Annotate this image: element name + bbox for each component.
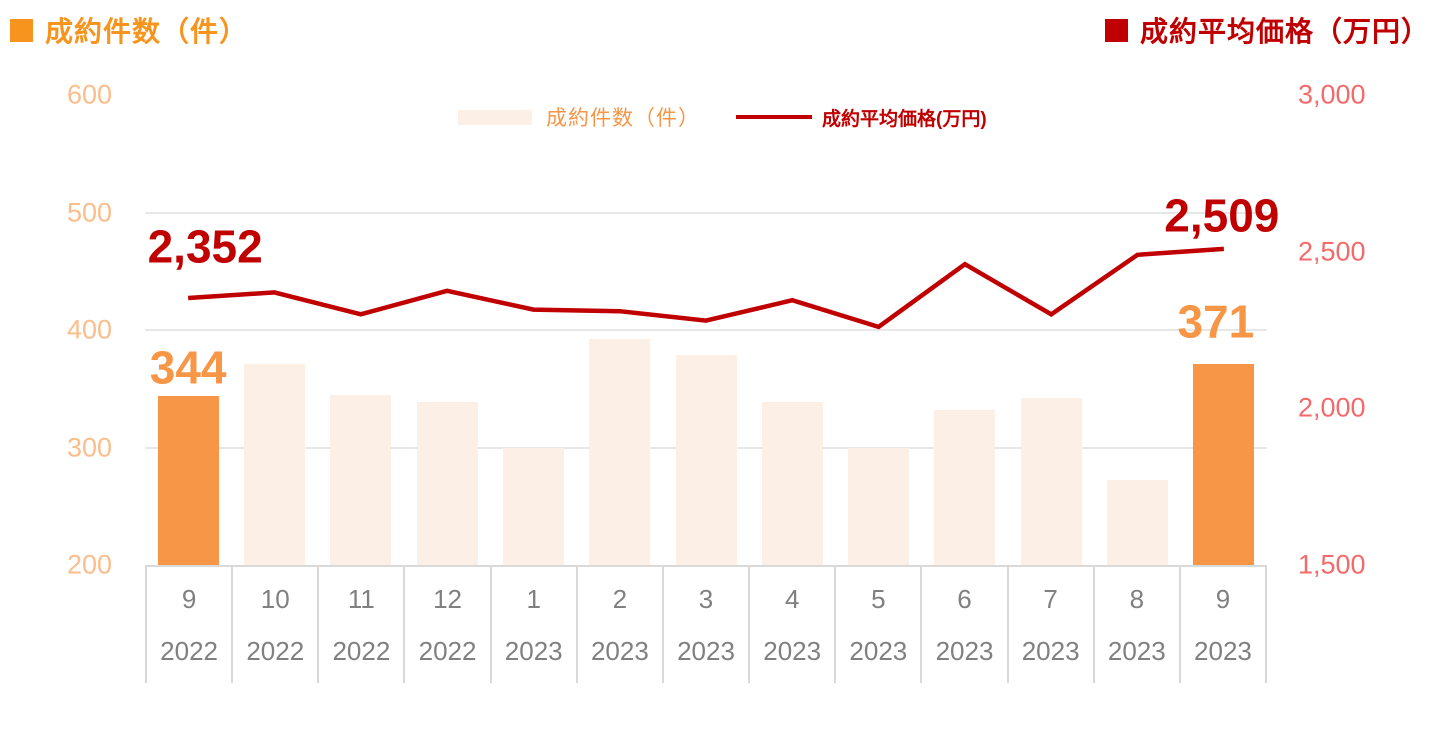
bar-9-2022 bbox=[157, 395, 219, 565]
category-7-2023: 7 2023 bbox=[1009, 567, 1095, 683]
bar-4-2023 bbox=[761, 401, 823, 565]
chart-title-left: 成約件数（件） bbox=[10, 10, 248, 50]
category-year-label: 2023 bbox=[677, 636, 735, 666]
category-9-2022: 9 2022 bbox=[145, 567, 234, 683]
bar-7-2023 bbox=[1020, 398, 1082, 565]
category-month-label: 7 bbox=[1043, 584, 1058, 614]
y-axis-left-tick: 600 bbox=[66, 79, 112, 110]
y-axis-left-tick: 200 bbox=[66, 549, 112, 580]
category-11-2022: 11 2022 bbox=[319, 567, 406, 683]
bar-8-2023 bbox=[1107, 480, 1169, 565]
data-label-bars-first: 344 bbox=[149, 341, 227, 394]
bar-12-2022 bbox=[416, 401, 478, 565]
y-axis-left-tick: 300 bbox=[66, 432, 112, 462]
category-12-2022: 12 2022 bbox=[405, 567, 492, 683]
category-axis-table: 9 2022 10 2022 11 2022 12 2022 1 2023 2 2023 3 2023 4 2… bbox=[145, 565, 1268, 683]
bar-5-2023 bbox=[848, 447, 910, 565]
category-month-label: 11 bbox=[347, 584, 375, 614]
category-month-label: 6 bbox=[957, 584, 972, 614]
category-month-label: 4 bbox=[784, 584, 800, 614]
category-month-label: 1 bbox=[526, 584, 541, 614]
chart-title-right: 成約平均価格（万円） bbox=[1104, 10, 1430, 50]
category-year-label: 2023 bbox=[763, 636, 822, 666]
category-month-label: 2 bbox=[612, 584, 628, 614]
category-10-2022: 10 2022 bbox=[233, 567, 320, 683]
category-month-label: 9 bbox=[1215, 584, 1231, 614]
category-5-2023: 5 2023 bbox=[836, 567, 923, 683]
data-label-line-last: 2,509 bbox=[1164, 189, 1280, 242]
price-line bbox=[188, 246, 1225, 330]
bar-11-2022 bbox=[330, 394, 392, 565]
category-year-label: 2023 bbox=[849, 636, 908, 666]
category-1-2023: 1 2023 bbox=[492, 567, 578, 683]
y-axis-left-tick: 400 bbox=[66, 314, 112, 345]
red-square-icon bbox=[1104, 18, 1128, 42]
category-month-label: 12 bbox=[433, 584, 462, 614]
category-year-label: 2023 bbox=[1021, 636, 1080, 666]
category-4-2023: 4 2023 bbox=[750, 567, 837, 683]
category-3-2023: 3 2023 bbox=[664, 567, 751, 683]
orange-square-icon bbox=[10, 18, 33, 42]
bar-series-legend-label: 成約件数（件） bbox=[546, 107, 700, 130]
category-year-label: 2023 bbox=[590, 636, 649, 666]
bar-2-2023 bbox=[589, 339, 651, 565]
category-8-2023: 8 2023 bbox=[1095, 567, 1181, 683]
category-year-label: 2023 bbox=[504, 636, 563, 666]
category-month-label: 9 bbox=[181, 584, 197, 614]
category-year-label: 2023 bbox=[1194, 636, 1252, 666]
category-year-label: 2022 bbox=[246, 636, 305, 666]
bar-1-2023 bbox=[502, 447, 564, 565]
category-9-2023: 9 2023 bbox=[1181, 567, 1268, 683]
category-6-2023: 6 2023 bbox=[922, 567, 1009, 683]
category-year-label: 2022 bbox=[418, 636, 477, 666]
category-month-label: 10 bbox=[260, 584, 290, 614]
y-axis-right-tick: 1,500 bbox=[1298, 549, 1366, 580]
line-series-legend-label: 成約平均価格(万円) bbox=[822, 108, 987, 130]
category-month-label: 5 bbox=[871, 584, 886, 614]
data-label-line-first: 2,352 bbox=[147, 220, 263, 273]
line-series-swatch-icon bbox=[736, 115, 812, 119]
category-year-label: 2023 bbox=[1107, 636, 1166, 666]
bar-6-2023 bbox=[934, 409, 996, 565]
y-axis-right-tick: 2,000 bbox=[1298, 392, 1366, 423]
legend: 成約件数（件） 成約平均価格(万円) bbox=[458, 102, 987, 132]
data-label-bars-last: 371 bbox=[1177, 295, 1255, 348]
gridline bbox=[145, 211, 1267, 214]
bar-series-swatch-icon bbox=[458, 109, 532, 125]
y-axis-right-tick: 2,500 bbox=[1298, 236, 1366, 267]
category-month-label: 3 bbox=[698, 584, 714, 614]
y-axis-left-tick: 500 bbox=[66, 197, 112, 227]
bar-10-2022 bbox=[243, 364, 305, 565]
category-year-label: 2023 bbox=[935, 636, 994, 666]
bar-3-2023 bbox=[675, 354, 737, 565]
bar-9-2023 bbox=[1193, 364, 1255, 565]
gridline bbox=[145, 329, 1267, 331]
category-month-label: 8 bbox=[1129, 584, 1145, 614]
category-2-2023: 2 2023 bbox=[578, 567, 664, 683]
y-axis-right-tick: 3,000 bbox=[1298, 79, 1366, 110]
chart-title-left-text: 成約件数（件） bbox=[45, 16, 249, 47]
chart-title-right-text: 成約平均価格（万円） bbox=[1139, 16, 1430, 47]
category-year-label: 2022 bbox=[332, 636, 391, 666]
category-year-label: 2022 bbox=[160, 636, 218, 666]
